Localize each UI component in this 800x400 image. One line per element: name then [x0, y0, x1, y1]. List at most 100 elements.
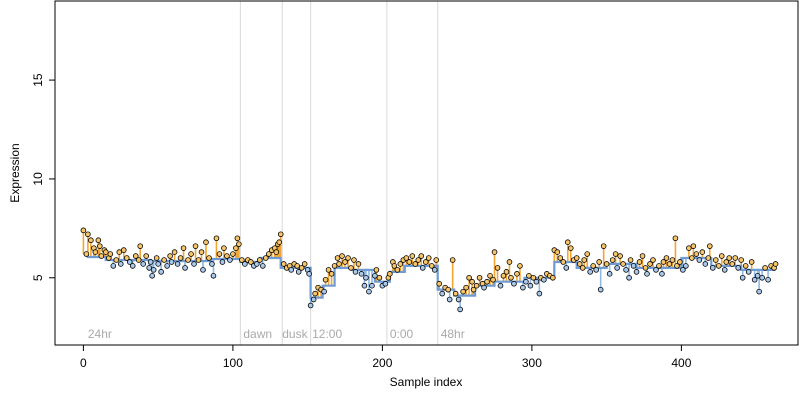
data-point	[490, 276, 496, 283]
data-point	[639, 253, 646, 259]
time-annotation-label: dawn	[243, 327, 272, 341]
data-point	[140, 261, 147, 267]
data-point	[745, 269, 752, 275]
data-point	[650, 257, 656, 263]
data-point	[436, 280, 443, 287]
data-point	[239, 257, 245, 263]
data-point	[473, 282, 480, 289]
data-point	[351, 257, 357, 263]
data-point	[213, 235, 220, 242]
data-point	[328, 271, 335, 277]
data-point	[177, 255, 184, 261]
data-point	[457, 306, 463, 313]
data-point	[759, 274, 765, 281]
data-point	[185, 257, 191, 263]
data-point	[647, 261, 653, 267]
data-point	[560, 259, 567, 265]
data-point	[712, 257, 719, 263]
data-point	[550, 274, 556, 281]
data-point	[536, 290, 543, 297]
data-point	[117, 261, 124, 267]
data-point	[742, 263, 749, 269]
data-point	[644, 271, 650, 277]
data-point	[373, 267, 380, 273]
data-point	[452, 290, 459, 297]
data-point	[107, 251, 114, 257]
data-point	[110, 263, 117, 269]
data-point	[294, 263, 300, 269]
data-point	[732, 255, 739, 261]
x-tick-label: 0	[80, 356, 87, 370]
data-point	[596, 259, 602, 265]
data-point	[397, 261, 404, 267]
data-point	[557, 255, 564, 261]
data-point	[98, 253, 105, 259]
data-point	[358, 271, 365, 277]
time-annotation-label: 0:00	[390, 327, 414, 341]
y-axis: 5 10 15	[31, 73, 56, 281]
data-point	[772, 261, 779, 267]
data-point	[273, 249, 280, 255]
data-point	[422, 259, 429, 265]
data-point	[164, 263, 170, 269]
data-point	[491, 249, 498, 255]
data-point	[97, 243, 103, 249]
data-point	[188, 251, 194, 257]
data-point	[469, 278, 475, 285]
data-point	[339, 253, 345, 259]
data-point	[307, 302, 314, 309]
data-point	[706, 243, 713, 249]
data-point	[523, 278, 529, 285]
data-point	[310, 296, 317, 303]
data-point	[129, 263, 136, 269]
data-point	[203, 239, 209, 245]
data-point	[484, 278, 490, 285]
data-point	[705, 255, 712, 261]
time-annotations: 24hr dawn dusk 12:00 0:00 48hr	[88, 327, 465, 341]
data-point	[660, 259, 667, 265]
data-point	[751, 276, 758, 283]
data-point	[446, 296, 453, 303]
data-point	[224, 253, 230, 259]
data-point	[715, 263, 722, 269]
data-point	[306, 271, 312, 277]
data-point	[636, 259, 643, 265]
data-point	[603, 261, 610, 267]
data-point	[656, 263, 662, 269]
data-point	[198, 249, 205, 255]
y-tick-label: 15	[31, 73, 45, 87]
data-point	[476, 274, 483, 281]
data-point	[120, 247, 127, 253]
data-point	[143, 253, 149, 259]
data-point	[541, 276, 547, 283]
data-point	[597, 286, 604, 293]
data-point	[642, 265, 649, 271]
data-point	[210, 273, 217, 279]
data-point	[403, 255, 410, 261]
data-point	[738, 257, 744, 263]
x-axis-title: Sample index	[390, 375, 463, 389]
data-point	[765, 276, 771, 283]
data-point	[554, 249, 561, 255]
data-point	[366, 288, 372, 295]
data-point	[526, 273, 532, 279]
data-point	[693, 251, 700, 257]
data-point	[593, 267, 599, 273]
data-point	[153, 255, 160, 261]
x-tick-label: 100	[223, 356, 243, 370]
data-point	[234, 235, 241, 242]
data-points	[80, 227, 779, 313]
data-point	[123, 255, 130, 261]
data-point	[376, 274, 383, 281]
data-point	[425, 255, 432, 261]
data-point	[614, 265, 620, 271]
data-point	[391, 263, 398, 269]
data-point	[633, 269, 640, 275]
data-point	[88, 237, 94, 244]
data-point	[606, 271, 613, 277]
data-point	[216, 251, 223, 257]
data-point	[530, 274, 537, 281]
data-point	[709, 265, 716, 271]
